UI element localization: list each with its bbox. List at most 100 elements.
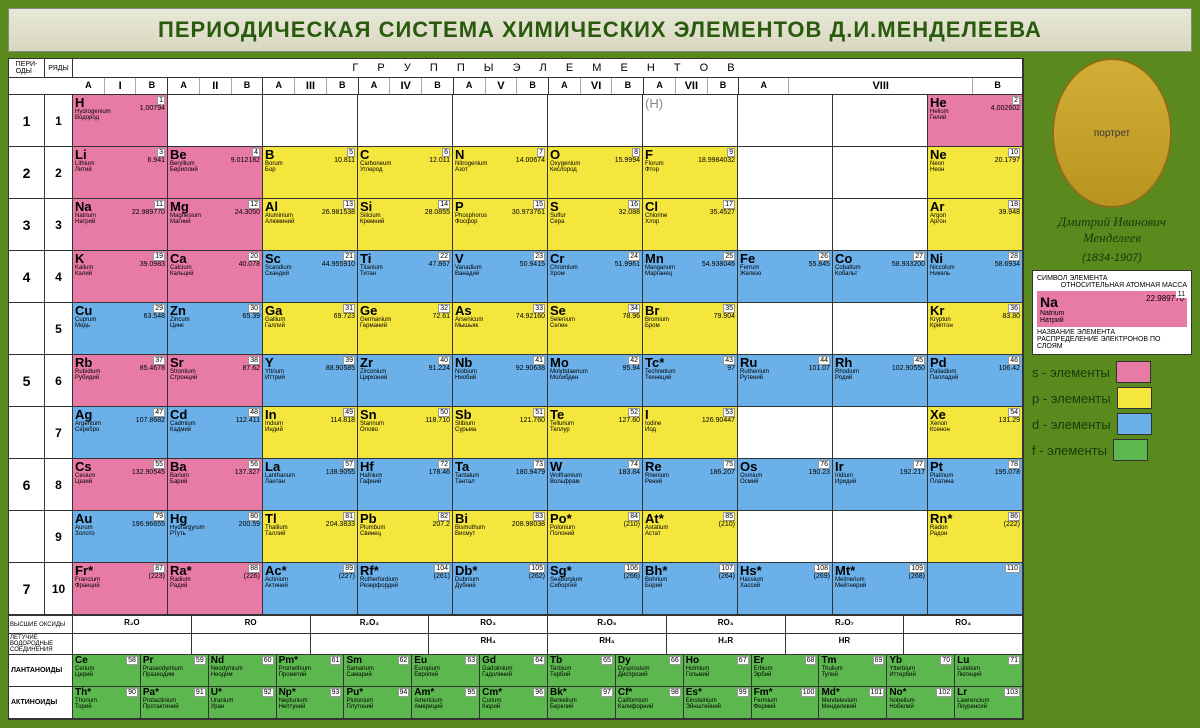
legend-cell-key: СИМВОЛ ЭЛЕМЕНТА ОТНОСИТЕЛЬНАЯ АТОМНАЯ МА…: [1032, 270, 1192, 355]
element-Na: Na1122.989770NatriumНатрий: [73, 199, 168, 250]
element-Pu*: Pu*94PlutoniumПлутоний: [344, 687, 412, 718]
lanthanides-row: ЛАНТАНОИДЫCe58CeriumЦерийPr59Praseodymiu…: [9, 655, 1023, 687]
element-Ho: Ho67HolmiumГольмий: [684, 655, 752, 686]
element-Lr: Lr103LawrenciumЛоуренсий: [955, 687, 1023, 718]
element-Sr: Sr3887.62StrontiumСтронций: [168, 355, 263, 406]
element-V: V2350.9415VanadiumВанадий: [453, 251, 548, 302]
element-Rb: Rb3785.4678RubidiumРубидий: [73, 355, 168, 406]
element-Tb: Tb65TerbiumТербий: [548, 655, 616, 686]
element-Mn: Mn2554.938046ManganumМарганец: [643, 251, 738, 302]
scientist-name: Дмитрий Иванович Менделеев: [1032, 214, 1192, 246]
element-Xe: Xe54131.29XenonКсенон: [928, 407, 1023, 458]
element-Sn: Sn50118.710StannumОлово: [358, 407, 453, 458]
element-Dy: Dy66DysprosiumДиспрозий: [616, 655, 684, 686]
element-Pa*: Pa*91ProtactiniumПротактиний: [141, 687, 209, 718]
element-Md*: Md*101MendeleviumМенделевий: [819, 687, 887, 718]
element-: 110: [928, 563, 1023, 614]
element-Sg*: Sg*106(266)SeaborgiumСиборгий: [548, 563, 643, 614]
element-Rf*: Rf*104(261)RutherfordiumРезерфордий: [358, 563, 453, 614]
element-Co: Co2758.933200CobaltumКобальт: [833, 251, 928, 302]
element-No*: No*102NobeliumНобелий: [887, 687, 955, 718]
element-Rh: Rh45102.90550RhodiumРодий: [833, 355, 928, 406]
element-Mg: Mg1224.3050MagnesiumМагний: [168, 199, 263, 250]
element-Pm*: Pm*61PromethiumПрометий: [277, 655, 345, 686]
element-Po*: Po*84(210)PoloniumПолоний: [548, 511, 643, 562]
element-Y: Y3988.90585YttriumИттрий: [263, 355, 358, 406]
hydrogen-row: ЛЕТУЧИЕ ВОДОРОДНЫЕ СОЕДИНЕНИЯRH₄RH₃H₂RHR: [9, 634, 1023, 655]
element-Kr: Kr3683.80KryptonКриптон: [928, 303, 1023, 354]
scientist-dates: (1834-1907): [1032, 252, 1192, 264]
element-La: La57138.9055LanthanumЛантан: [263, 459, 358, 510]
element-Au: Au79196.96655AurumЗолото: [73, 511, 168, 562]
element-Cr: Cr2451.9961ChromiumХром: [548, 251, 643, 302]
element-Yb: Yb70YtterbiumИттербий: [887, 655, 955, 686]
element-Si: Si1428.0855SiliciumКремний: [358, 199, 453, 250]
page-title: ПЕРИОДИЧЕСКАЯ СИСТЕМА ХИМИЧЕСКИХ ЭЛЕМЕНТ…: [8, 8, 1192, 52]
element-Rn*: Rn*86(222)RadonРадон: [928, 511, 1023, 562]
element-Te: Te52127.60TelluriumТеллур: [548, 407, 643, 458]
element-Li: Li36.941LithiumЛитий: [73, 147, 168, 198]
header-periods: ПЕРИ- ОДЫ: [9, 59, 45, 77]
element-Ar: Ar1839.948ArgonАргон: [928, 199, 1023, 250]
element-Tm: Tm69ThuliumТулий: [819, 655, 887, 686]
element-Th*: Th*90ThoriumТорий: [73, 687, 141, 718]
element-Sm: Sm62SamariumСамарий: [344, 655, 412, 686]
periodic-table: ПЕРИ- ОДЫ РЯДЫ Г Р У П П Ы Э Л Е М Е Н Т…: [8, 58, 1024, 720]
header-rows: РЯДЫ: [45, 59, 73, 77]
element-Cd: Cd48112.411CadmiumКадмий: [168, 407, 263, 458]
element-N: N714.00674NitrogeniumАзот: [453, 147, 548, 198]
element-Ba: Ba56137.327BariumБарий: [168, 459, 263, 510]
element-H: H11.00794HydrogeniumВодород: [73, 95, 168, 146]
element-Br: Br3579.904BromiumБром: [643, 303, 738, 354]
element-B: B510.811BorumБор: [263, 147, 358, 198]
element-Bk*: Bk*97BerkeliumБерклий: [548, 687, 616, 718]
element-Pb: Pb82207.2PlumbumСвинец: [358, 511, 453, 562]
element-Ga: Ga3169.723GalliumГаллий: [263, 303, 358, 354]
element-F: F918.9984032FlorumФтор: [643, 147, 738, 198]
element-O: O815.9994OxygeniumКислород: [548, 147, 643, 198]
element-I: I53126.90447IodineИод: [643, 407, 738, 458]
element-S: S1632.088SulfurСера: [548, 199, 643, 250]
element-Pr: Pr59PraseodymiumПразеодим: [141, 655, 209, 686]
element-Mo: Mo4295.94MolybdaenumМолибден: [548, 355, 643, 406]
element-As: As3374.92160ArsenicumМышьяк: [453, 303, 548, 354]
element-Ac*: Ac*89(227)ActiniumАктиний: [263, 563, 358, 614]
element-Hs*: Hs*108(269)HassiumХассий: [738, 563, 833, 614]
element-Zn: Zn3065.39ZincumЦинк: [168, 303, 263, 354]
sidebar: портрет Дмитрий Иванович Менделеев (1834…: [1032, 58, 1192, 720]
element-Bh*: Bh*107(264)BohriumБорий: [643, 563, 738, 614]
element-Se: Se3478.96SeleniumСелен: [548, 303, 643, 354]
element-U*: U*92UraniumУран: [209, 687, 277, 718]
element-Os: Os76190.23OsmiumОсмий: [738, 459, 833, 510]
oxides-row: ВЫСШИЕ ОКСИДЫR₂OROR₂O₃RO₃R₂O₅RO₃R₂O₇RO₄: [9, 616, 1023, 634]
block-legend: s - элементыp - элементыd - элементыf - …: [1032, 361, 1192, 461]
element-Ti: Ti2247.867TitaniumТитан: [358, 251, 453, 302]
element-P: P1530.973761PhosphorusФосфор: [453, 199, 548, 250]
element-K: K1939.0983KaliumКалий: [73, 251, 168, 302]
element-Fr*: Fr*87(223)FranciumФранций: [73, 563, 168, 614]
element-In: In49114.818IndiumИндий: [263, 407, 358, 458]
element-Ne: Ne1020.1797NeonНеон: [928, 147, 1023, 198]
element-Zr: Zr4091.224ZirconiumЦирконий: [358, 355, 453, 406]
element-Cu: Cu2963.548CuprumМедь: [73, 303, 168, 354]
actinides-row: АКТИНОИДЫTh*90ThoriumТорийPa*91Protactin…: [9, 687, 1023, 719]
element-Gd: Gd64GadoliniumГадолиний: [480, 655, 548, 686]
element-Cf*: Cf*98CaliforniumКалифорний: [616, 687, 684, 718]
element-Ru: Ru44101.07RutheniumРутений: [738, 355, 833, 406]
element-Al: Al1326.981538AluminiumАлюминий: [263, 199, 358, 250]
element-He: He24.002602HeliumГелий: [928, 95, 1023, 146]
element-Pt: Pt78195.078PlatinumПлатина: [928, 459, 1023, 510]
element-Fe: Fe2655.845FerrumЖелезо: [738, 251, 833, 302]
element-W: W74183.84WolframiumВольфрам: [548, 459, 643, 510]
element-Ir: Ir77192.217IridiumИридий: [833, 459, 928, 510]
element-Cm*: Cm*96CuriumКюрий: [480, 687, 548, 718]
element-Mt*: Mt*109(268)MeitneriumМейтнерий: [833, 563, 928, 614]
element-Ca: Ca2040.078CalciumКальций: [168, 251, 263, 302]
mendeleev-portrait: портрет: [1052, 58, 1172, 208]
element-Lu: Lu71LutetiumЛютеций: [955, 655, 1023, 686]
header-groups: Г Р У П П Ы Э Л Е М Е Н Т О В: [73, 59, 1023, 77]
element-C: C612.011CarboneumУглерод: [358, 147, 453, 198]
element-Sb: Sb51121.760StibiumСурьма: [453, 407, 548, 458]
element-Db*: Db*105(262)DubniumДубний: [453, 563, 548, 614]
element-Ta: Ta73180.9479TantalumТантал: [453, 459, 548, 510]
